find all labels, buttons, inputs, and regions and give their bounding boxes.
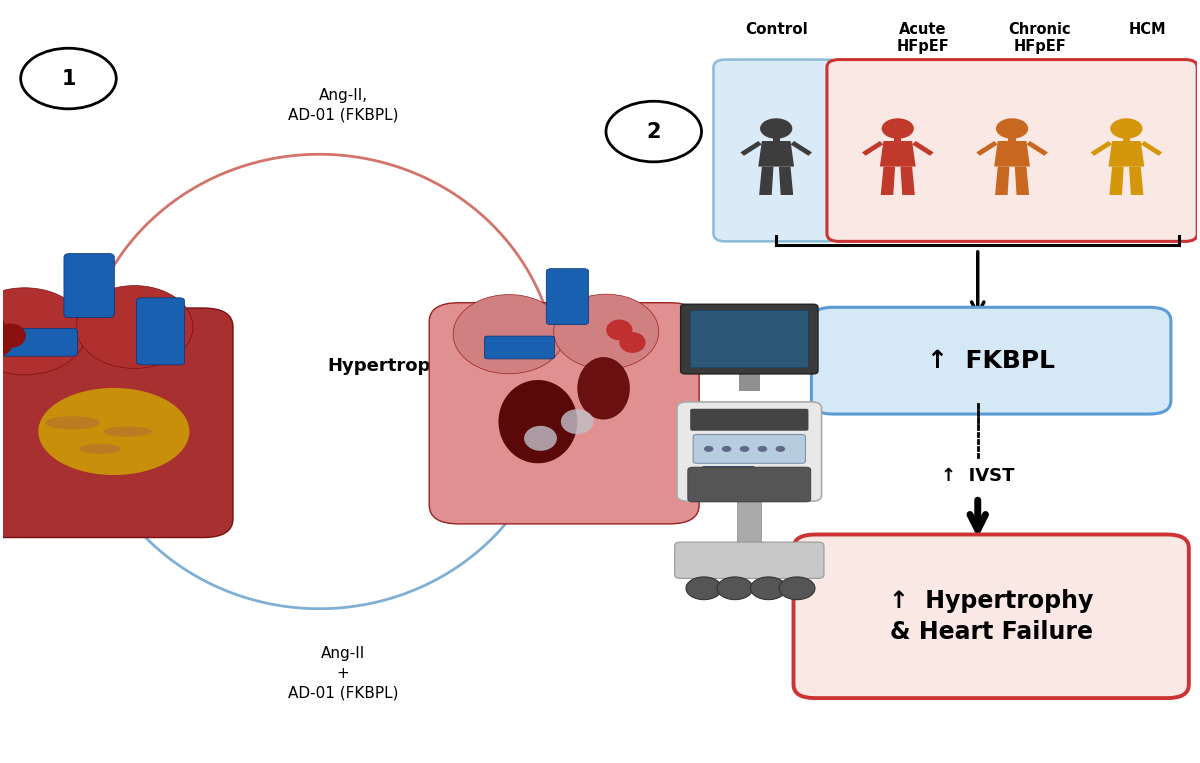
Ellipse shape <box>454 295 565 374</box>
Bar <box>737 491 761 548</box>
Circle shape <box>722 446 731 452</box>
Text: Ang-II
+
AD-01 (FKBPL): Ang-II + AD-01 (FKBPL) <box>288 645 398 700</box>
Circle shape <box>996 118 1028 139</box>
Ellipse shape <box>0 324 26 348</box>
Ellipse shape <box>606 320 632 340</box>
Circle shape <box>686 577 722 600</box>
Ellipse shape <box>619 332 646 353</box>
Ellipse shape <box>524 426 557 451</box>
Text: Hypertrophy: Hypertrophy <box>328 357 455 375</box>
FancyBboxPatch shape <box>811 307 1171 414</box>
Ellipse shape <box>79 444 121 454</box>
Bar <box>1123 134 1130 141</box>
Circle shape <box>1110 118 1142 139</box>
Circle shape <box>882 118 914 139</box>
FancyBboxPatch shape <box>485 336 554 359</box>
Text: 1: 1 <box>61 69 76 89</box>
Circle shape <box>760 118 792 139</box>
Ellipse shape <box>76 285 193 369</box>
FancyBboxPatch shape <box>694 434 805 463</box>
Circle shape <box>779 577 815 600</box>
Circle shape <box>704 446 714 452</box>
Ellipse shape <box>0 315 5 340</box>
Ellipse shape <box>553 295 659 369</box>
Polygon shape <box>1109 141 1145 166</box>
FancyBboxPatch shape <box>827 60 1198 241</box>
Circle shape <box>750 577 786 600</box>
Polygon shape <box>1141 141 1163 156</box>
Ellipse shape <box>38 388 190 475</box>
FancyBboxPatch shape <box>137 298 185 365</box>
Polygon shape <box>995 166 1009 195</box>
Text: 2: 2 <box>647 121 661 142</box>
FancyBboxPatch shape <box>0 308 233 538</box>
Circle shape <box>606 101 702 162</box>
Text: ↑  FKBPL: ↑ FKBPL <box>928 349 1055 372</box>
Polygon shape <box>1015 166 1030 195</box>
Ellipse shape <box>560 409 594 434</box>
Text: ↑  Hypertrophy
& Heart Failure: ↑ Hypertrophy & Heart Failure <box>889 588 1093 644</box>
Ellipse shape <box>498 380 577 463</box>
Text: HCM: HCM <box>1128 21 1166 37</box>
FancyBboxPatch shape <box>793 535 1189 698</box>
Circle shape <box>20 48 116 109</box>
Polygon shape <box>1026 141 1048 156</box>
FancyBboxPatch shape <box>690 311 809 368</box>
Polygon shape <box>880 141 916 166</box>
Polygon shape <box>977 141 997 156</box>
FancyBboxPatch shape <box>0 328 78 356</box>
Polygon shape <box>1129 166 1144 195</box>
Ellipse shape <box>0 332 12 356</box>
Polygon shape <box>791 141 812 156</box>
Ellipse shape <box>46 417 100 430</box>
Text: Acute
HFpEF: Acute HFpEF <box>896 21 949 54</box>
Polygon shape <box>760 166 774 195</box>
Polygon shape <box>881 166 895 195</box>
FancyBboxPatch shape <box>680 304 818 374</box>
Bar <box>773 134 780 141</box>
Polygon shape <box>994 141 1030 166</box>
FancyBboxPatch shape <box>690 409 809 431</box>
FancyBboxPatch shape <box>546 269 589 325</box>
Text: Control: Control <box>745 21 808 37</box>
Circle shape <box>739 446 749 452</box>
Bar <box>894 134 901 141</box>
Ellipse shape <box>103 427 151 436</box>
Text: Chronic
HFpEF: Chronic HFpEF <box>1008 21 1070 54</box>
FancyBboxPatch shape <box>702 466 755 491</box>
Circle shape <box>757 446 767 452</box>
FancyBboxPatch shape <box>64 253 114 317</box>
Ellipse shape <box>577 357 630 420</box>
FancyBboxPatch shape <box>430 303 700 524</box>
Polygon shape <box>862 141 883 156</box>
Polygon shape <box>758 141 794 166</box>
Polygon shape <box>900 166 914 195</box>
Polygon shape <box>1091 141 1112 156</box>
Polygon shape <box>779 166 793 195</box>
Circle shape <box>718 577 752 600</box>
FancyBboxPatch shape <box>677 402 822 501</box>
FancyBboxPatch shape <box>674 542 824 578</box>
Circle shape <box>775 446 785 452</box>
Text: Ang-II,
AD-01 (FKBPL): Ang-II, AD-01 (FKBPL) <box>288 88 398 122</box>
Polygon shape <box>1109 166 1123 195</box>
Polygon shape <box>912 141 934 156</box>
Polygon shape <box>740 141 762 156</box>
FancyBboxPatch shape <box>714 60 839 241</box>
Ellipse shape <box>0 288 86 375</box>
FancyBboxPatch shape <box>688 467 811 502</box>
Bar <box>1008 134 1015 141</box>
Text: ↑  IVST: ↑ IVST <box>941 467 1014 485</box>
Bar <box>738 360 760 391</box>
